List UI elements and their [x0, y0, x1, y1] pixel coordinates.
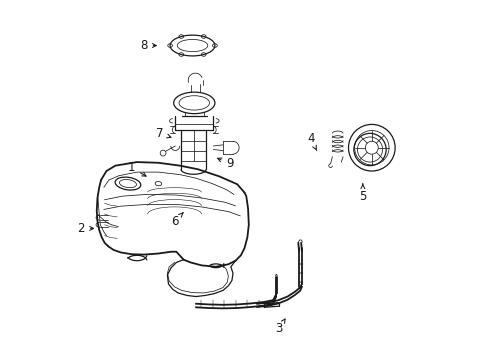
- Text: 8: 8: [140, 39, 156, 52]
- Text: 4: 4: [306, 132, 316, 150]
- Text: 1: 1: [127, 161, 146, 176]
- Text: 2: 2: [78, 222, 93, 235]
- Text: 6: 6: [170, 213, 183, 228]
- Text: 9: 9: [217, 157, 233, 170]
- Text: 3: 3: [274, 319, 285, 335]
- Text: 5: 5: [358, 184, 366, 203]
- Text: 7: 7: [156, 127, 170, 140]
